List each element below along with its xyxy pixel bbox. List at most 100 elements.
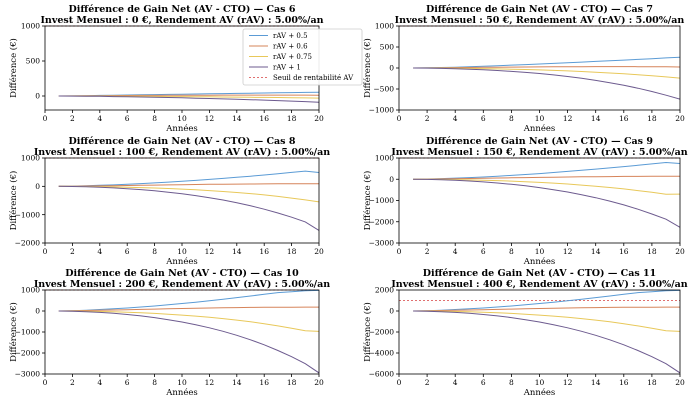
y-tick-label: 0 <box>35 92 40 101</box>
series-line-2 <box>413 306 680 312</box>
x-tick-label: 12 <box>205 247 215 256</box>
x-tick-label: 18 <box>287 114 297 123</box>
y-tick-label: 2000 <box>375 286 394 295</box>
x-tick-label: 16 <box>619 247 629 256</box>
series-line-4 <box>58 185 319 231</box>
series-group <box>58 290 319 374</box>
y-tick-label: −3000 <box>15 370 41 379</box>
series-line-3 <box>413 310 680 332</box>
chart-subtitle: Invest Mensuel : 0 €, Rendement AV (rAV)… <box>40 15 323 26</box>
series-line-2 <box>413 175 680 180</box>
series-line-3 <box>413 67 680 79</box>
series-line-1 <box>413 161 680 180</box>
x-tick-label: 4 <box>97 247 102 256</box>
chart-title: Différence de Gain Net (AV - CTO) — Cas … <box>426 4 653 15</box>
series-line-4 <box>58 310 319 374</box>
x-tick-label: 16 <box>259 378 269 387</box>
x-tick-label: 4 <box>97 378 102 387</box>
x-axis-label: Années <box>165 123 198 134</box>
chart-title: Différence de Gain Net (AV - CTO) — Cas … <box>69 4 296 15</box>
x-tick-label: 6 <box>125 378 130 387</box>
x-tick-label: 14 <box>591 378 601 387</box>
legend-box <box>242 28 363 86</box>
y-tick-label: 0 <box>35 182 40 191</box>
series-line-3 <box>58 310 319 332</box>
x-tick-label: 10 <box>177 378 187 387</box>
x-tick-label: 18 <box>287 378 297 387</box>
series-group <box>58 170 319 231</box>
chart-6: Différence de Gain Net (AV - CTO) — Cas … <box>362 268 688 398</box>
x-axis-label: Années <box>523 256 556 267</box>
x-tick-label: 20 <box>675 378 685 387</box>
x-tick-label: 4 <box>453 114 458 123</box>
y-tick-label: 0 <box>35 307 40 316</box>
x-axis-label: Années <box>165 387 198 398</box>
x-tick-label: 6 <box>481 247 486 256</box>
x-tick-label: 2 <box>425 114 430 123</box>
x-tick-label: 4 <box>97 114 102 123</box>
chart-3: Différence de Gain Net (AV - CTO) — Cas … <box>8 136 330 267</box>
series-group <box>413 56 680 100</box>
y-tick-label: 0 <box>389 307 394 316</box>
x-tick-label: 10 <box>177 247 187 256</box>
axes-frame <box>44 157 320 244</box>
y-tick-label: −1000 <box>15 328 41 337</box>
legend-entry-label: rAV + 0.5 <box>273 32 308 40</box>
x-tick-label: 2 <box>70 378 75 387</box>
y-tick-label: −6000 <box>369 370 395 379</box>
x-tick-label: 20 <box>314 378 324 387</box>
x-tick-label: 0 <box>43 247 48 256</box>
series-line-2 <box>413 66 680 69</box>
y-axis-label: Différence (€) <box>362 38 373 98</box>
series-line-4 <box>413 178 680 228</box>
x-tick-label: 2 <box>70 247 75 256</box>
x-tick-label: 2 <box>70 114 75 123</box>
y-tick-label: 500 <box>380 43 395 52</box>
axes-frame <box>398 157 681 244</box>
x-tick-label: 8 <box>152 378 157 387</box>
x-tick-label: 6 <box>481 114 486 123</box>
y-axis-label: Différence (€) <box>362 302 373 362</box>
series-line-3 <box>58 185 319 203</box>
x-tick-label: 16 <box>259 247 269 256</box>
x-tick-label: 10 <box>535 247 545 256</box>
y-axis-label: Différence (€) <box>8 171 19 231</box>
x-tick-label: 6 <box>125 114 130 123</box>
y-tick-label: 1000 <box>21 22 40 31</box>
chart-1: Différence de Gain Net (AV - CTO) — Cas … <box>8 4 363 134</box>
x-tick-label: 20 <box>675 114 685 123</box>
series-line-2 <box>58 306 319 312</box>
axes-frame <box>398 289 681 375</box>
y-tick-label: 0 <box>389 64 394 73</box>
chart-title: Différence de Gain Net (AV - CTO) — Cas … <box>65 268 299 279</box>
x-tick-label: 12 <box>205 114 215 123</box>
x-tick-label: 14 <box>232 378 242 387</box>
x-tick-label: 0 <box>43 378 48 387</box>
x-tick-label: 8 <box>152 114 157 123</box>
x-tick-label: 6 <box>481 378 486 387</box>
series-line-1 <box>413 290 680 312</box>
series-line-1 <box>58 170 319 187</box>
chart-title: Différence de Gain Net (AV - CTO) — Cas … <box>423 268 657 279</box>
x-tick-label: 18 <box>287 247 297 256</box>
x-tick-label: 8 <box>509 114 514 123</box>
series-group <box>413 161 680 228</box>
chart-subtitle: Invest Mensuel : 50 €, Rendement AV (rAV… <box>395 15 685 26</box>
x-tick-label: 16 <box>619 378 629 387</box>
x-tick-label: 10 <box>535 114 545 123</box>
chart-subtitle: Invest Mensuel : 100 €, Rendement AV (rA… <box>34 147 330 158</box>
x-tick-label: 20 <box>675 247 685 256</box>
x-tick-label: 18 <box>647 247 657 256</box>
x-tick-label: 14 <box>591 247 601 256</box>
x-tick-label: 0 <box>397 378 402 387</box>
series-line-4 <box>58 95 319 103</box>
x-tick-label: 20 <box>314 247 324 256</box>
series-line-2 <box>58 183 319 187</box>
y-tick-label: −3000 <box>369 239 395 248</box>
series-line-4 <box>413 67 680 100</box>
x-tick-label: 8 <box>152 247 157 256</box>
y-tick-label: −2000 <box>15 239 41 248</box>
legend-entry-label: rAV + 1 <box>273 64 301 72</box>
y-tick-label: −4000 <box>369 349 395 358</box>
